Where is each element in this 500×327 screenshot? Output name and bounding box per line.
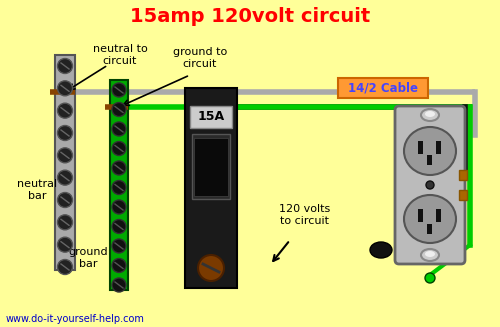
Text: 15A: 15A	[198, 111, 224, 124]
Circle shape	[58, 260, 72, 274]
Bar	[185, 88, 237, 288]
Circle shape	[112, 142, 126, 156]
Ellipse shape	[425, 111, 435, 117]
Circle shape	[58, 193, 72, 208]
Circle shape	[112, 239, 126, 253]
FancyBboxPatch shape	[395, 106, 465, 264]
Ellipse shape	[425, 251, 435, 257]
Text: 14/2 Cable: 14/2 Cable	[348, 81, 418, 95]
Circle shape	[58, 170, 72, 185]
Circle shape	[58, 237, 72, 252]
Bar	[55, 55, 75, 270]
Circle shape	[112, 83, 126, 97]
Bar	[436, 141, 441, 154]
Text: ground
bar: ground bar	[68, 247, 108, 269]
Ellipse shape	[421, 249, 439, 261]
Circle shape	[112, 259, 126, 272]
Circle shape	[426, 181, 434, 189]
Circle shape	[112, 219, 126, 233]
Circle shape	[58, 215, 72, 230]
Text: neutral
bar: neutral bar	[17, 179, 57, 201]
Bar	[194, 138, 228, 196]
Circle shape	[58, 148, 72, 163]
Circle shape	[198, 255, 224, 281]
Circle shape	[58, 126, 72, 141]
Bar	[338, 78, 428, 98]
Circle shape	[58, 59, 72, 74]
Ellipse shape	[404, 195, 456, 243]
Ellipse shape	[404, 127, 456, 175]
Bar	[418, 209, 423, 222]
Bar	[110, 80, 128, 290]
Circle shape	[112, 278, 126, 292]
Bar	[192, 134, 230, 199]
Circle shape	[58, 81, 72, 96]
Bar	[459, 170, 467, 180]
Bar	[190, 106, 232, 128]
Ellipse shape	[421, 109, 439, 121]
Text: 120 volts
to circuit: 120 volts to circuit	[280, 204, 330, 226]
Circle shape	[58, 103, 72, 118]
Text: ground to
circuit: ground to circuit	[173, 47, 227, 69]
Circle shape	[112, 161, 126, 175]
Text: www.do-it-yourself-help.com: www.do-it-yourself-help.com	[6, 314, 145, 324]
Bar	[418, 141, 423, 154]
Circle shape	[112, 102, 126, 116]
Text: 15amp 120volt circuit: 15amp 120volt circuit	[130, 7, 370, 26]
Circle shape	[112, 181, 126, 195]
Bar	[427, 155, 432, 165]
Circle shape	[112, 200, 126, 214]
Text: neutral to
circuit: neutral to circuit	[92, 44, 148, 66]
Ellipse shape	[370, 242, 392, 258]
Circle shape	[425, 273, 435, 283]
Bar	[459, 190, 467, 200]
Bar	[436, 209, 441, 222]
Bar	[427, 224, 432, 234]
Circle shape	[112, 122, 126, 136]
